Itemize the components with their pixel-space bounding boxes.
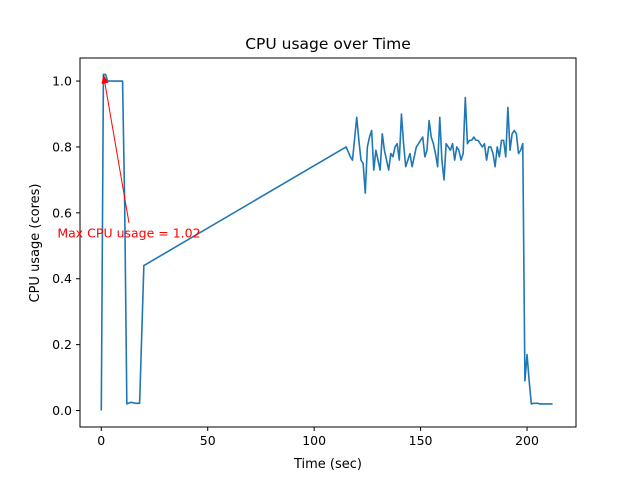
y-tick-label: 0.6 [52, 205, 72, 220]
y-axis-label: CPU usage (cores) [28, 184, 43, 303]
y-tick-label: 1.0 [52, 74, 72, 89]
x-tick-label: 100 [302, 433, 326, 448]
y-tick-label: 0.4 [52, 271, 72, 286]
chart-title: CPU usage over Time [245, 35, 411, 53]
x-tick-label: 200 [515, 433, 539, 448]
annotation-arrow-line [102, 74, 130, 223]
axes-frame [79, 57, 577, 428]
annotation-layer: Max CPU usage = 1.02 [57, 74, 201, 241]
annotation-label: Max CPU usage = 1.02 [57, 226, 200, 241]
y-tick-label: 0.8 [52, 139, 72, 154]
y-axis: 0.0 0.2 0.4 0.6 0.8 1.0 [52, 74, 80, 418]
series-layer [100, 73, 553, 411]
plot-area: 0 50 100 150 200 0.0 0.2 0.4 0.6 0.8 1.0 Max CPU … [52, 57, 577, 448]
annotation-arrowhead [101, 74, 109, 84]
series-line-cpu-usage [100, 73, 553, 411]
y-tick-label: 0.2 [52, 337, 72, 352]
x-tick-label: 0 [97, 433, 105, 448]
y-tick-label: 0.0 [52, 403, 72, 418]
x-axis: 0 50 100 150 200 [97, 427, 539, 448]
x-tick-label: 50 [200, 433, 216, 448]
x-axis-label: Time (sec) [293, 457, 362, 472]
x-tick-label: 150 [409, 433, 433, 448]
